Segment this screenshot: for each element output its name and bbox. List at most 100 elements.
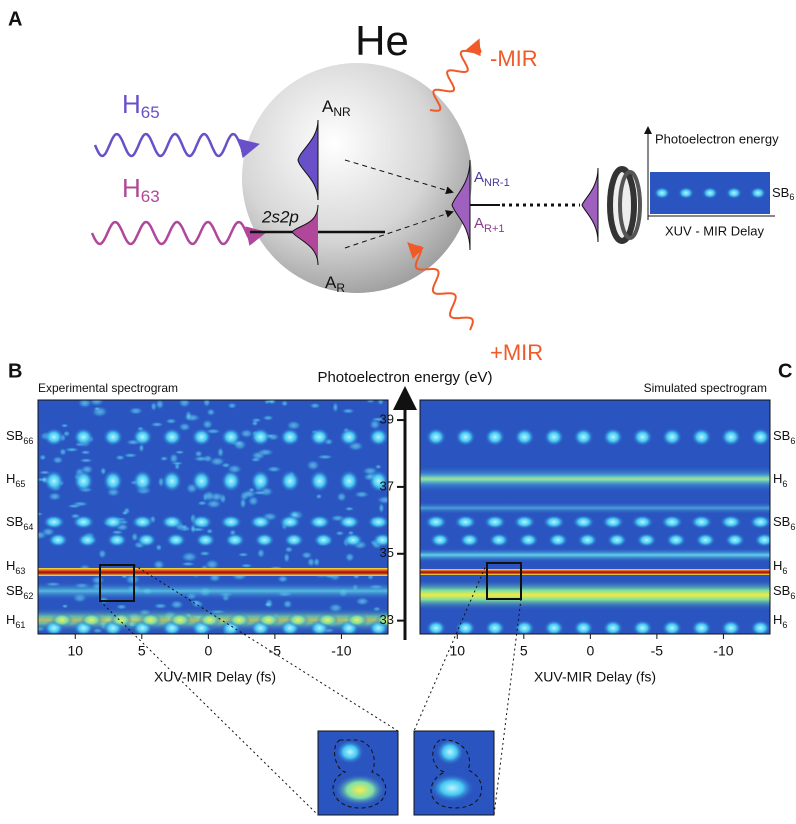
- sideband-dot: [603, 428, 623, 446]
- noise: [97, 548, 107, 559]
- panel-letter: B: [8, 360, 22, 382]
- noise: [239, 428, 254, 439]
- harmonic-dot: [44, 470, 64, 492]
- row-label-sub: 66: [23, 436, 33, 446]
- harmonic-dot: [316, 613, 339, 627]
- sideband-dot: [543, 515, 565, 529]
- zoom-line: [413, 562, 488, 732]
- band: [420, 580, 770, 610]
- harmonic-dot: [103, 470, 123, 492]
- row-label-sub: 62: [23, 591, 33, 601]
- noise: [227, 402, 238, 410]
- h65-wave: [93, 132, 260, 159]
- harmonic-dot: [346, 613, 368, 627]
- noise: [114, 454, 126, 461]
- sideband-dot: [695, 533, 716, 547]
- sideband-dot: [250, 428, 271, 446]
- zoom-line: [133, 564, 399, 732]
- x-tick-label: -5: [651, 643, 664, 659]
- row-label-sub: 6: [782, 620, 787, 630]
- sideband-dot: [721, 428, 741, 446]
- noise: [77, 400, 93, 409]
- ar-label: AR: [325, 273, 345, 295]
- row-label-base: H: [773, 471, 782, 486]
- zoom-line: [493, 598, 522, 816]
- noise: [180, 561, 196, 567]
- noise: [341, 408, 356, 414]
- sideband-dot: [190, 515, 213, 529]
- sideband-dot: [607, 533, 627, 547]
- mini-dot: [750, 187, 766, 199]
- row-label: H6: [773, 612, 787, 630]
- band: [38, 582, 388, 600]
- sideband-dot: [485, 428, 505, 446]
- energy-axis-label: Photoelectron energy (eV): [317, 369, 492, 386]
- row-label-sub: 64: [23, 522, 33, 532]
- sideband-dot: [720, 515, 742, 529]
- harmonic-dot: [80, 613, 103, 627]
- sideband-dot: [225, 533, 245, 547]
- anr1-label: ANR-1: [474, 169, 510, 189]
- x-axis-label: XUV-MIR Delay (fs): [534, 669, 656, 685]
- sideband-dot: [309, 428, 330, 446]
- sideband-dot: [484, 515, 506, 529]
- panel-letter: A: [8, 8, 22, 30]
- sideband-dot: [754, 533, 770, 547]
- noise: [88, 400, 105, 407]
- x-axis-label: XUV-MIR Delay (fs): [154, 669, 276, 685]
- harmonic-dot: [169, 613, 191, 627]
- sideband-dot: [72, 515, 95, 529]
- atom-sphere: [242, 63, 472, 293]
- main-line: [420, 569, 770, 575]
- sideband-dot: [313, 533, 334, 547]
- noise: [316, 454, 334, 460]
- minus-mir-label: -MIR: [490, 46, 538, 71]
- sideband-dot: [308, 515, 331, 529]
- noise: [368, 418, 381, 431]
- sideband-dot: [750, 620, 770, 634]
- anr-label: ANR: [322, 97, 351, 119]
- sideband-dot: [220, 515, 242, 529]
- noise: [282, 599, 293, 609]
- noise: [309, 402, 321, 409]
- noise: [66, 503, 82, 509]
- noise: [353, 490, 370, 499]
- noise: [174, 450, 186, 455]
- noise: [276, 574, 289, 584]
- sideband-dot: [191, 428, 212, 446]
- sideband-dot: [103, 428, 123, 446]
- sideband-dot: [166, 533, 186, 547]
- sideband-dot: [102, 515, 124, 529]
- sideband-dot: [221, 428, 241, 446]
- band: [420, 548, 770, 562]
- noise: [61, 603, 69, 609]
- atom-label: He: [355, 17, 409, 64]
- harmonic-dot: [221, 470, 241, 492]
- harmonic-dot: [73, 470, 94, 492]
- sideband-dot: [548, 533, 568, 547]
- noise: [168, 452, 179, 465]
- sideband-dot: [338, 515, 360, 529]
- row-label-sub: 6: [790, 591, 795, 601]
- row-label: H63: [6, 558, 25, 576]
- sideband-dot: [514, 620, 535, 634]
- sideband-dot: [454, 515, 477, 529]
- sideband-dot: [77, 533, 98, 547]
- noise: [155, 543, 163, 552]
- inset-outline: [430, 739, 483, 809]
- mini-dot: [678, 187, 694, 199]
- harmonic-dot: [368, 470, 388, 492]
- y-tick-label: 37: [380, 478, 394, 493]
- noise: [203, 490, 215, 502]
- noise: [159, 455, 169, 462]
- h63-label: H63: [122, 173, 160, 207]
- mir-wave: [429, 38, 482, 112]
- sideband-dot: [725, 533, 745, 547]
- noise: [206, 408, 216, 417]
- row-label-base: H: [773, 612, 782, 627]
- sideband-dot: [572, 515, 595, 529]
- sideband-dot: [489, 533, 509, 547]
- harmonic-dot: [375, 613, 388, 627]
- noise: [93, 406, 101, 411]
- noise: [170, 461, 184, 466]
